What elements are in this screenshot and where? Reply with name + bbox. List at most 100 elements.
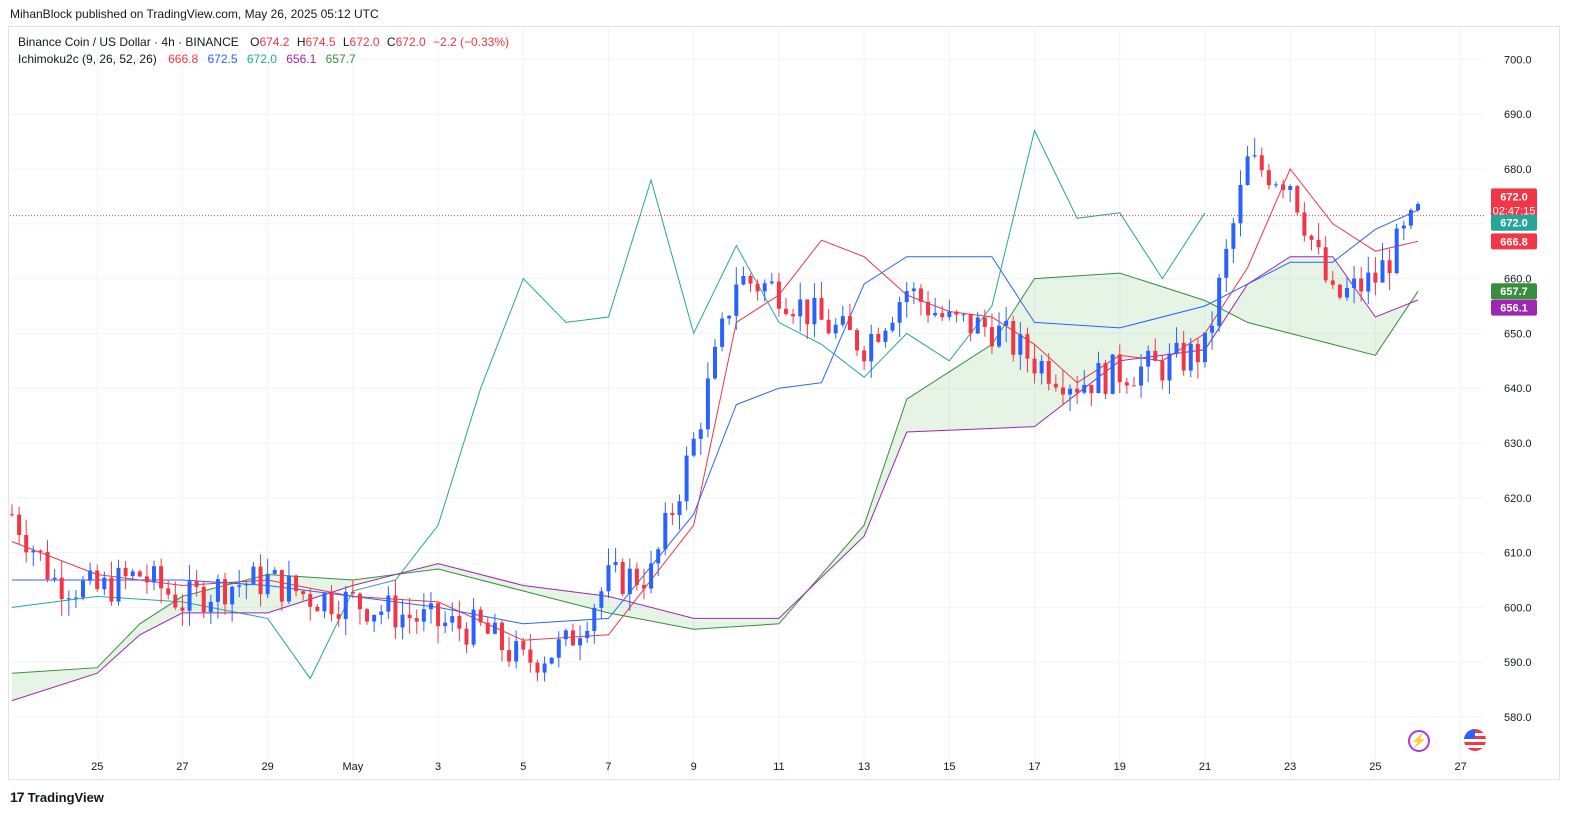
candle-body: [741, 276, 746, 285]
x-tick-label: 5: [520, 761, 526, 773]
candle-body: [244, 583, 249, 586]
candle-body: [911, 288, 916, 292]
candle-body: [45, 552, 50, 580]
line-kijun: [12, 209, 1419, 625]
candle-body: [365, 609, 370, 622]
us-flag-icon[interactable]: [1464, 729, 1486, 751]
candle-body: [10, 514, 14, 516]
candle-body: [1373, 272, 1378, 283]
y-tick-label: 640.0: [1504, 383, 1532, 395]
candle-body: [1160, 360, 1165, 381]
price-label-box: [1491, 188, 1537, 219]
candle-body: [1117, 354, 1122, 383]
indicator-value-kijun: 672.5: [207, 52, 238, 66]
indicator-lines: [10, 129, 1484, 702]
price-label-box: [1491, 233, 1537, 250]
close-value: 672.0: [395, 35, 426, 49]
x-tick-label: 15: [943, 761, 955, 773]
candle-body: [755, 283, 760, 292]
x-tick-label: 7: [605, 761, 611, 773]
candle-body: [727, 315, 732, 319]
candle-body: [1302, 212, 1307, 236]
candle-body: [1401, 225, 1406, 229]
candle-body: [656, 549, 661, 564]
candle-body: [1273, 184, 1278, 186]
y-tick-label: 680.0: [1504, 164, 1532, 176]
candle-body: [1316, 239, 1321, 248]
candle-body: [159, 566, 164, 589]
candle-body: [1202, 332, 1207, 363]
candle-body: [847, 316, 852, 331]
candle-body: [869, 333, 874, 362]
candle-body: [1380, 260, 1385, 283]
candle-body: [862, 350, 867, 362]
candle-body: [1295, 186, 1300, 213]
candle-body: [535, 662, 540, 673]
y-tick-label: 620.0: [1504, 493, 1532, 505]
candle-body: [379, 611, 384, 615]
candle-body: [286, 575, 291, 602]
candle-body: [88, 570, 93, 581]
open-value: 674.2: [259, 35, 290, 49]
x-tick-label: 23: [1284, 761, 1296, 773]
candle-body: [265, 573, 270, 595]
candle-body: [499, 622, 504, 651]
candle-body: [940, 312, 945, 318]
tradingview-footer[interactable]: 17 TradingView: [10, 789, 104, 805]
candle-body: [1387, 260, 1392, 274]
candle-body: [137, 571, 142, 577]
candle-body: [59, 577, 64, 600]
candle-body: [109, 577, 114, 602]
x-tick-label: 29: [262, 761, 274, 773]
candle-body: [819, 297, 824, 320]
tradingview-brand: TradingView: [27, 789, 104, 805]
candle-body: [1195, 343, 1200, 363]
change-value: −2.2 (−0.33%): [432, 35, 510, 49]
candle-body: [947, 311, 952, 318]
candle-body: [208, 601, 213, 612]
candle-body: [769, 281, 774, 284]
candle-body: [1131, 385, 1136, 387]
candle-body: [1146, 350, 1151, 367]
lightning-icon[interactable]: ⚡: [1408, 730, 1430, 752]
high-value: 674.5: [305, 35, 336, 49]
x-tick-label: 25: [91, 761, 103, 773]
candle-body: [421, 609, 426, 622]
candle-body: [1281, 184, 1286, 190]
candle-body: [876, 333, 881, 342]
candle-body: [762, 283, 767, 292]
candle-body: [1124, 382, 1129, 386]
candle-body: [1224, 248, 1229, 278]
candle-body: [855, 330, 860, 351]
symbol-row: Binance Coin / US Dollar · 4h · BINANCE …: [18, 35, 510, 49]
y-tick-label: 580.0: [1504, 712, 1532, 724]
candle-body: [1366, 272, 1371, 292]
price-label-box: [1491, 214, 1537, 231]
candle-body: [350, 591, 355, 594]
candle-body: [322, 593, 327, 612]
candle-body: [670, 512, 675, 516]
indicator-value-chikou: 672.0: [246, 52, 277, 66]
candle-body: [982, 317, 987, 328]
candle-body: [713, 346, 717, 379]
candle-body: [578, 638, 583, 646]
candle-body: [1416, 204, 1420, 211]
candle-body: [38, 550, 43, 553]
low-value: 672.0: [349, 35, 380, 49]
y-tick-label: 630.0: [1504, 438, 1532, 450]
candle-body: [1217, 277, 1222, 326]
candle-body: [599, 591, 604, 608]
candle-body: [1174, 342, 1179, 354]
candle-body: [1053, 383, 1058, 388]
indicator-name: Ichimoku2c (9, 26, 52, 26): [18, 52, 157, 66]
y-tick-label: 590.0: [1504, 657, 1532, 669]
candle-body: [698, 429, 703, 439]
candle-body: [24, 535, 29, 553]
x-tick-label: 11: [773, 761, 784, 773]
candle-body: [130, 571, 135, 577]
candle-body: [31, 550, 36, 553]
candle-body: [1231, 223, 1236, 249]
y-tick-label: 600.0: [1504, 602, 1532, 614]
candle-body: [684, 455, 689, 502]
